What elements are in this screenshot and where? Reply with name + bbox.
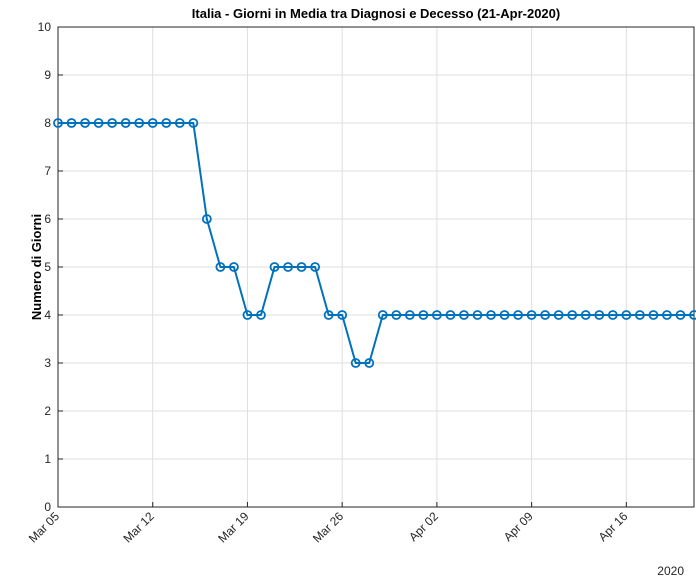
data-point xyxy=(147,118,158,128)
year-label: 2020 xyxy=(657,564,684,578)
data-point xyxy=(323,310,334,320)
data-point xyxy=(391,310,402,320)
y-tick-label: 0 xyxy=(44,500,51,514)
data-point xyxy=(594,310,605,320)
data-point xyxy=(337,310,348,320)
y-tick-label: 8 xyxy=(44,116,51,130)
data-point xyxy=(526,310,537,320)
data-point xyxy=(675,310,686,320)
data-point xyxy=(201,214,212,224)
data-point xyxy=(107,118,118,128)
y-tick-label: 4 xyxy=(44,308,51,322)
data-point xyxy=(215,262,226,272)
data-point xyxy=(53,118,63,128)
y-tick-label: 2 xyxy=(44,404,51,418)
y-tick-label: 1 xyxy=(44,452,51,466)
data-point xyxy=(499,310,510,320)
y-tick-label: 3 xyxy=(44,356,51,370)
y-tick-label: 5 xyxy=(44,260,51,274)
data-point xyxy=(513,310,523,320)
data-point xyxy=(567,310,578,320)
data-point xyxy=(80,118,90,128)
data-point xyxy=(93,118,104,128)
data-point xyxy=(120,118,131,128)
data-point xyxy=(134,118,145,128)
y-axis: 0 1 2 3 4 5 6 7 8 9 10 xyxy=(38,20,63,514)
data-point xyxy=(229,262,239,272)
y-tick-label: 10 xyxy=(38,20,52,34)
data-point xyxy=(662,310,672,320)
data-point xyxy=(486,310,496,320)
data-point xyxy=(634,310,645,320)
y-axis-label: Numero di Giorni xyxy=(29,214,44,320)
data-point xyxy=(459,310,469,320)
data-point xyxy=(269,262,280,272)
data-point xyxy=(283,262,293,272)
data-point xyxy=(377,310,388,320)
data-point xyxy=(350,358,361,368)
data-point xyxy=(404,310,415,320)
data-point xyxy=(310,262,321,272)
data-point xyxy=(188,118,199,128)
series-line xyxy=(58,122,694,364)
data-point xyxy=(296,262,307,272)
data-point xyxy=(689,310,696,320)
y-tick-label: 7 xyxy=(44,164,51,178)
data-point xyxy=(364,358,375,368)
data-point xyxy=(580,310,591,320)
chart-title: Italia - Giorni in Media tra Diagnosi e … xyxy=(192,6,560,21)
data-point xyxy=(174,118,185,128)
data-point xyxy=(66,118,77,128)
data-point xyxy=(621,310,632,320)
data-point xyxy=(648,310,659,320)
series xyxy=(53,118,696,368)
data-point xyxy=(418,310,429,320)
data-point xyxy=(540,310,551,320)
data-point xyxy=(553,310,564,320)
data-point xyxy=(472,310,483,320)
y-tick-label: 6 xyxy=(44,212,51,226)
y-tick-label: 9 xyxy=(44,68,51,82)
data-point xyxy=(256,310,266,320)
data-point xyxy=(431,310,442,320)
data-point xyxy=(242,310,253,320)
data-point xyxy=(161,118,172,128)
data-point xyxy=(445,310,456,320)
data-point xyxy=(607,310,618,320)
